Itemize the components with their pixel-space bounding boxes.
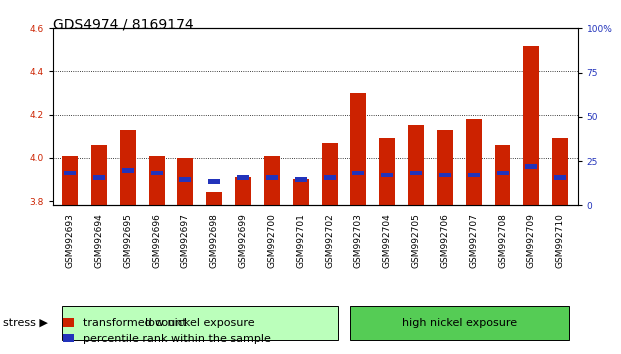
Bar [206,192,222,205]
Bar [235,177,251,205]
Bar [208,179,220,184]
Bar [324,175,335,179]
Bar [437,130,453,205]
Bar [293,179,309,205]
Bar [381,173,393,177]
Bar [120,130,135,205]
Bar [264,156,280,205]
Bar [93,175,105,179]
Bar [295,177,307,182]
Bar [148,156,165,205]
Text: stress ▶: stress ▶ [3,318,48,328]
Text: GDS4974 / 8169174: GDS4974 / 8169174 [53,18,193,32]
Bar [439,173,451,177]
Bar [466,119,482,205]
Bar [266,175,278,179]
Bar [497,171,509,175]
Bar [237,175,249,179]
Bar [552,138,568,205]
Bar [322,143,337,205]
Bar [350,93,366,205]
Legend: transformed count, percentile rank within the sample: transformed count, percentile rank withi… [58,314,275,348]
Bar [408,125,424,205]
Bar [379,138,395,205]
Bar [410,171,422,175]
Text: low nickel exposure: low nickel exposure [145,318,255,328]
Bar [122,169,134,173]
Bar [468,173,479,177]
Bar [525,164,537,169]
Bar [62,156,78,205]
Bar [179,177,191,182]
Bar [353,171,365,175]
Bar [91,145,107,205]
Bar [524,46,539,205]
Bar [151,171,163,175]
Bar [495,145,510,205]
Bar [555,175,566,179]
Text: high nickel exposure: high nickel exposure [402,318,517,328]
Bar [64,171,76,175]
Bar [178,158,193,205]
